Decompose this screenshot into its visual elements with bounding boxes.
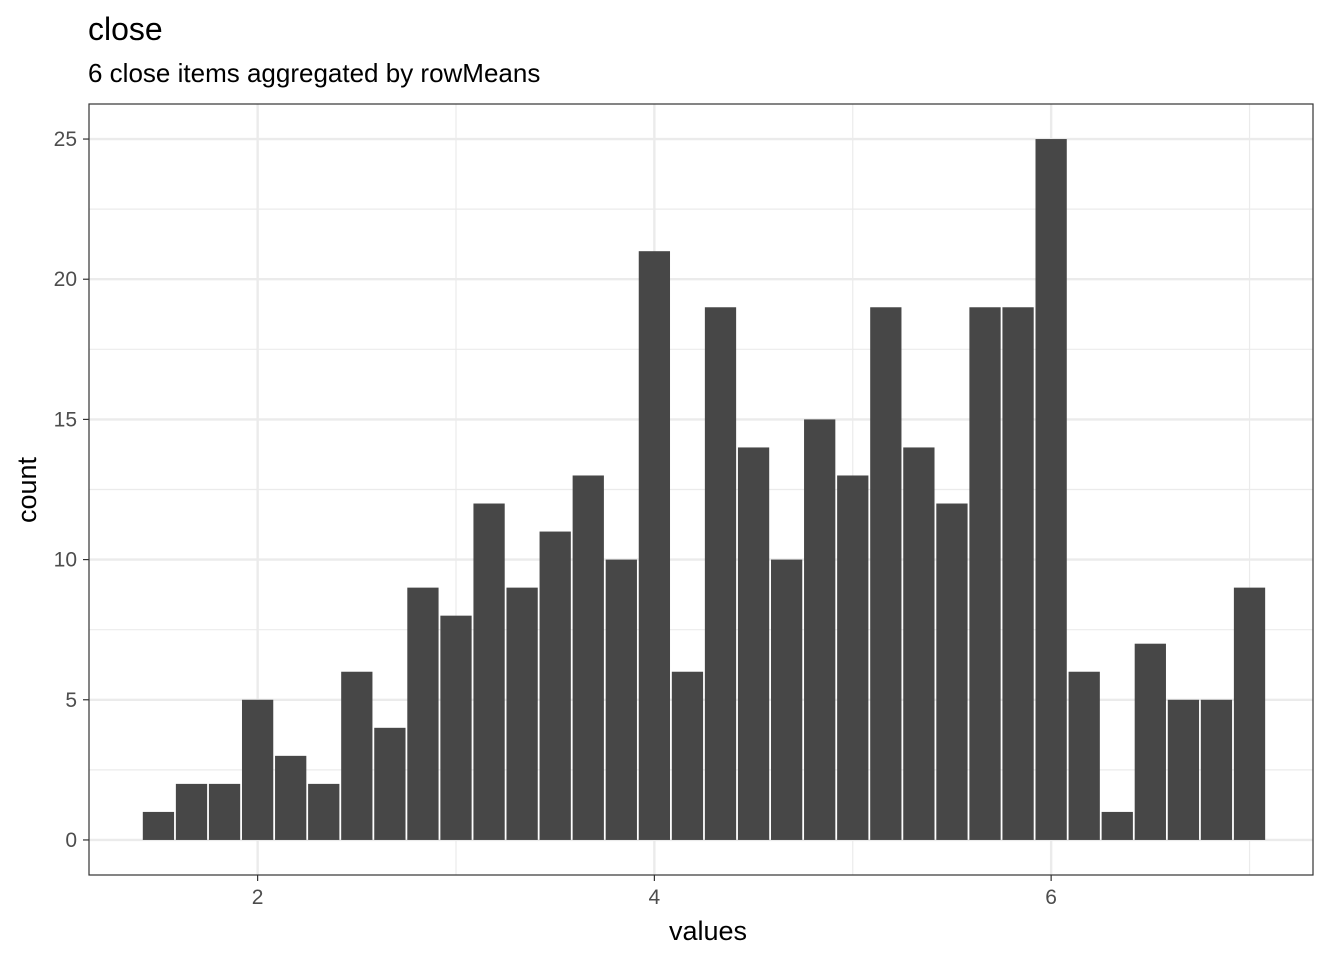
histogram-bar bbox=[704, 307, 737, 840]
histogram-bar bbox=[936, 503, 968, 840]
histogram-bar bbox=[1233, 587, 1266, 840]
histogram-bar bbox=[605, 559, 637, 840]
histogram-bar bbox=[1200, 699, 1233, 840]
chart-subtitle: 6 close items aggregated by rowMeans bbox=[88, 58, 540, 88]
x-axis: 2 4 6 bbox=[252, 875, 1057, 909]
histogram-bar bbox=[870, 307, 902, 840]
histogram-bar bbox=[473, 503, 505, 840]
histogram-bar bbox=[1134, 643, 1166, 840]
histogram-bar bbox=[506, 587, 538, 840]
histogram-bar bbox=[1068, 671, 1100, 840]
histogram-bar bbox=[539, 531, 571, 840]
histogram-bar bbox=[208, 783, 241, 840]
histogram-bar bbox=[1002, 307, 1034, 840]
histogram-bar bbox=[142, 811, 175, 840]
y-tick-label: 20 bbox=[54, 268, 77, 291]
y-tick-label: 10 bbox=[54, 549, 77, 572]
histogram-bar bbox=[638, 251, 671, 840]
x-tick-label: 6 bbox=[1045, 886, 1057, 909]
histogram-bar bbox=[804, 419, 836, 840]
y-tick-label: 0 bbox=[65, 829, 77, 852]
histogram-bar bbox=[572, 475, 604, 840]
histogram-bar bbox=[407, 587, 439, 840]
histogram-bar bbox=[969, 307, 1001, 840]
histogram-bar bbox=[837, 475, 869, 840]
histogram-bar bbox=[275, 755, 307, 840]
panel-border bbox=[88, 103, 1314, 876]
histogram-bar bbox=[671, 671, 704, 840]
x-tick-label: 2 bbox=[252, 886, 264, 909]
histogram-bar bbox=[1167, 699, 1200, 840]
histogram-bar bbox=[241, 699, 274, 840]
y-axis-title: count bbox=[12, 456, 42, 523]
histogram-bar bbox=[771, 559, 803, 840]
histogram-bar bbox=[175, 783, 208, 840]
y-tick-label: 25 bbox=[54, 128, 77, 151]
y-tick-label: 5 bbox=[65, 689, 77, 712]
plot-panel bbox=[88, 103, 1314, 876]
histogram-bar bbox=[1035, 139, 1067, 840]
histogram-bar bbox=[903, 447, 935, 840]
y-tick-label: 15 bbox=[54, 408, 77, 431]
y-axis: 0 5 10 15 20 25 bbox=[54, 128, 89, 852]
x-axis-title: values bbox=[669, 916, 747, 946]
histogram-bar bbox=[737, 447, 770, 840]
histogram-bar bbox=[440, 615, 472, 840]
histogram-bar bbox=[374, 727, 406, 840]
x-tick-label: 4 bbox=[649, 886, 661, 909]
chart-title: close bbox=[88, 11, 163, 47]
histogram-bar bbox=[308, 783, 340, 840]
histogram-bar bbox=[341, 671, 373, 840]
histogram-bar bbox=[1101, 811, 1133, 840]
